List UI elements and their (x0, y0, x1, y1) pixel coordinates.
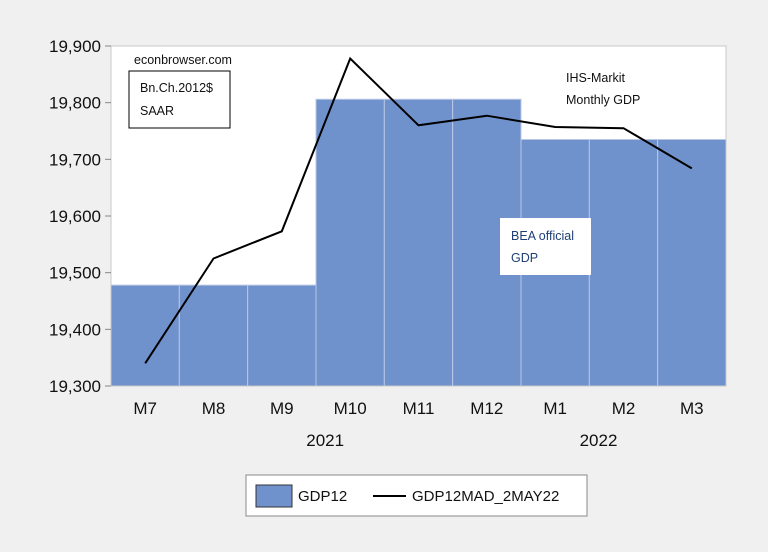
x-tick-label-m2: M2 (612, 399, 636, 418)
y-tick-label: 19,300 (49, 377, 101, 396)
units-label-line1: Bn.Ch.2012$ (140, 81, 213, 95)
legend-box (245, 474, 588, 517)
bea-label-line2: GDP (511, 251, 538, 265)
bar-m11 (383, 98, 454, 387)
x-tick-label-m7: M7 (133, 399, 157, 418)
bar-m10 (315, 98, 385, 387)
ihs-label-line1: IHS-Markit (566, 71, 626, 85)
y-tick-label: 19,800 (49, 94, 101, 113)
x-axis: M7 M8 M9 M10 M11 M12 M1 M2 M3 2021 2022 (133, 399, 703, 450)
bea-label-box (500, 218, 591, 275)
x-tick-label-m1: M1 (543, 399, 567, 418)
units-label-line2: SAAR (140, 104, 174, 118)
year-label-2022: 2022 (580, 431, 618, 450)
bea-label-line1: BEA official (511, 229, 574, 243)
y-tick-label: 19,900 (49, 37, 101, 56)
y-tick-label: 19,600 (49, 207, 101, 226)
x-tick-label-m11: M11 (403, 399, 435, 418)
bar-m8 (178, 284, 249, 387)
bar-m2 (588, 139, 659, 387)
y-tick-label: 19,700 (49, 150, 101, 169)
source-note: econbrowser.com (134, 53, 232, 67)
line-gdp12mad (144, 56, 693, 364)
line-series-gdp12mad (144, 56, 693, 364)
bar-m3 (657, 139, 727, 387)
legend: GDP12 GDP12MAD_2MAY22 (245, 474, 588, 517)
legend-label-gdp12mad: GDP12MAD_2MAY22 (412, 488, 559, 505)
legend-swatch-gdp12 (255, 484, 293, 508)
bar-m9 (247, 284, 317, 387)
year-label-2021: 2021 (306, 431, 344, 450)
x-tick-label-m12: M12 (470, 399, 503, 418)
ihs-label-line2: Monthly GDP (566, 93, 640, 107)
x-tick-label-m3: M3 (680, 399, 704, 418)
x-tick-label-m10: M10 (334, 399, 367, 418)
legend-label-gdp12: GDP12 (298, 488, 347, 505)
y-tick-label: 19,500 (49, 264, 101, 283)
y-tick-label: 19,400 (49, 320, 101, 339)
x-tick-label-m8: M8 (202, 399, 226, 418)
bar-m7 (110, 284, 180, 387)
units-box (128, 70, 231, 129)
x-tick-label-m9: M9 (270, 399, 294, 418)
y-axis: 19,300 19,400 19,500 19,600 19,700 19,800 19,9… (49, 37, 111, 396)
